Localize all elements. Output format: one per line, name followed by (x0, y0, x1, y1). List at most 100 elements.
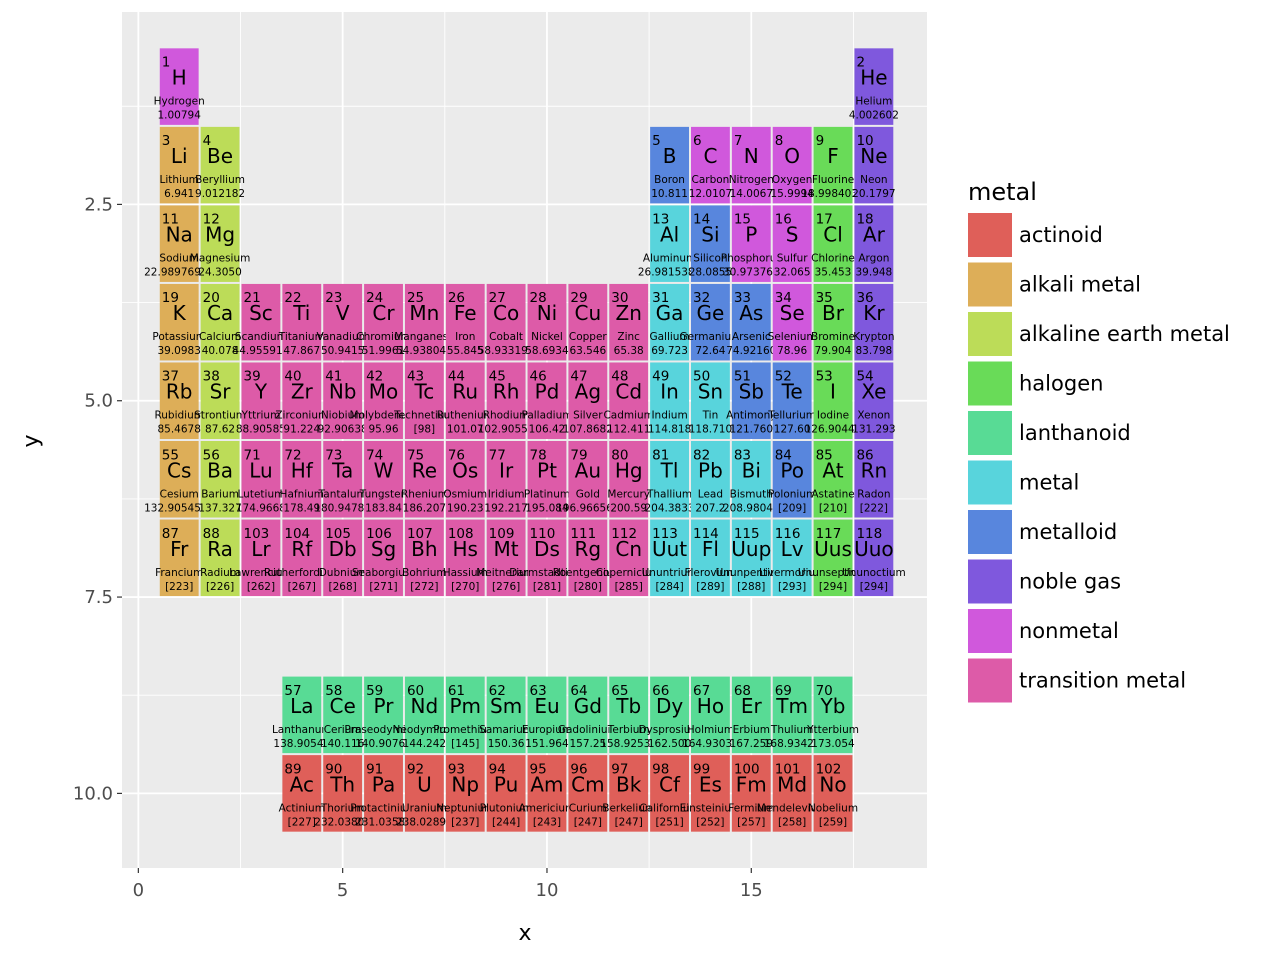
element-name: Molybdenum (350, 410, 418, 422)
element-name: Hafnium (280, 488, 324, 500)
element-mass: [98] (414, 424, 436, 436)
element-mass: 51.9961 (362, 345, 405, 357)
element-cell (772, 519, 812, 597)
element-mass: 28.0855 (689, 267, 732, 279)
element-number: 43 (407, 369, 424, 385)
element-number: 13 (652, 212, 669, 228)
element-mass: 178.49 (283, 502, 320, 514)
element-mass: [237] (451, 816, 479, 828)
element-symbol: As (739, 301, 763, 325)
element-number: 8 (775, 133, 784, 149)
element-name: Mendelevium (757, 802, 828, 814)
element-mass: 9.012182 (195, 188, 245, 200)
element-symbol: Ni (537, 301, 558, 325)
element-tile: 23V Vanadium 50.9415 (316, 283, 369, 361)
element-symbol: Ru (452, 380, 478, 404)
element-number: 63 (530, 683, 547, 699)
element-number: 114 (693, 526, 719, 542)
element-name: Lanthanum (272, 724, 332, 736)
element-number: 79 (570, 447, 587, 463)
element-mass: [294] (819, 581, 847, 593)
element-mass: 40.078 (202, 345, 239, 357)
element-name: Europium (522, 724, 572, 736)
element-name: Ununpentium (716, 567, 787, 579)
element-name: Barium (201, 488, 239, 500)
element-symbol: Rn (861, 458, 888, 482)
element-symbol: Cr (372, 301, 395, 325)
element-mass: [281] (533, 581, 561, 593)
element-mass: 138.90547 (273, 738, 330, 750)
element-number: 40 (284, 369, 301, 385)
element-mass: 1.00794 (157, 110, 201, 122)
legend-label: metal (1019, 471, 1079, 495)
element-number: 84 (775, 447, 792, 463)
element-cell (364, 362, 403, 439)
element-name: Ruthenium (437, 410, 494, 422)
element-number: 53 (816, 369, 833, 385)
element-symbol: Nb (329, 380, 357, 404)
element-symbol: Bi (742, 458, 761, 482)
element-symbol: Gd (574, 694, 602, 718)
element-mass: 44.955912 (233, 345, 290, 357)
y-tick-label: 2.5 (84, 194, 113, 215)
element-cell (854, 519, 894, 597)
element-cell (404, 441, 444, 518)
element-number: 59 (366, 683, 383, 699)
element-symbol: Mg (205, 223, 235, 247)
element-cell (445, 519, 485, 597)
element-symbol: Pd (535, 380, 560, 404)
element-symbol: S (786, 223, 799, 247)
element-number: 17 (816, 212, 833, 228)
element-cell (159, 441, 199, 518)
element-symbol: Ti (292, 301, 310, 325)
element-cell (609, 519, 649, 597)
element-name: Seaborgium (352, 567, 415, 579)
x-axis-label: x (518, 921, 531, 946)
element-symbol: P (745, 223, 757, 247)
element-mass: 39.0983 (157, 345, 200, 357)
element-name: Carbon (692, 174, 730, 186)
element-symbol: Pb (698, 458, 723, 482)
element-cell (731, 126, 771, 204)
element-mass: 140.116 (321, 738, 365, 750)
element-mass: 180.94788 (314, 502, 371, 514)
element-cell (690, 441, 730, 518)
element-mass: [222] (860, 502, 888, 514)
element-name: Curium (569, 802, 607, 814)
element-cell (486, 283, 526, 361)
element-name: Aluminum (643, 253, 696, 265)
element-mass: 207.2 (695, 502, 725, 514)
element-mass: 183.84 (365, 502, 402, 514)
element-number: 7 (734, 133, 743, 149)
element-mass: 83.798 (856, 345, 893, 357)
element-symbol: He (860, 66, 887, 90)
element-number: 103 (244, 526, 270, 542)
element-symbol: Cu (575, 301, 602, 325)
element-mass: 158.92535 (600, 738, 657, 750)
element-name: Erbium (733, 724, 770, 736)
legend-key (968, 361, 1012, 406)
legend-key (968, 460, 1012, 505)
element-cell (404, 676, 444, 754)
element-number: 10 (856, 133, 873, 149)
element-number: 70 (816, 683, 833, 699)
element-symbol: Cf (659, 772, 681, 796)
element-number: 83 (734, 447, 751, 463)
element-name: Titanium (278, 331, 325, 343)
element-symbol: Lv (781, 537, 804, 561)
element-name: Strontium (194, 410, 246, 422)
element-name: Ununoctium (842, 567, 906, 579)
